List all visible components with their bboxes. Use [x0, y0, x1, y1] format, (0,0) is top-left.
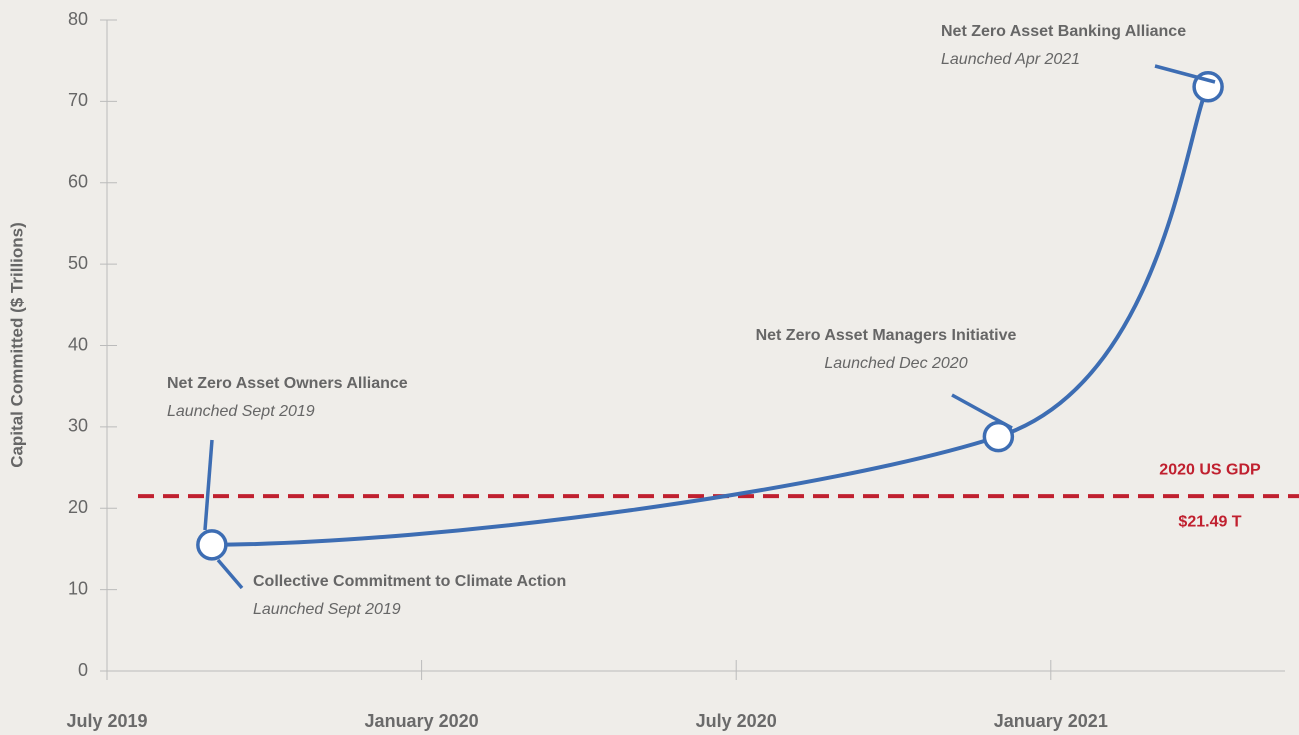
annotation-subtitle: Launched Apr 2021: [941, 51, 1080, 68]
line: [211, 85, 1210, 547]
point: [982, 420, 1015, 453]
y-tick-label: 10: [68, 578, 88, 598]
y-axis-label: Capital Committed ($ Trillions): [7, 222, 26, 468]
point: [196, 529, 228, 561]
annotation-title: Net Zero Asset Managers Initiative: [756, 327, 1017, 344]
reference-value-label: $21.49 T: [1178, 513, 1241, 530]
reference-label: 2020 US GDP: [1159, 461, 1261, 478]
annotation-connector: [203, 439, 214, 531]
y-tick-label: 20: [68, 497, 88, 517]
y-tick-label: 70: [68, 90, 88, 110]
annotation-connector: [951, 393, 1013, 430]
annotation-connector: [216, 558, 244, 590]
annotation-title: Collective Commitment to Climate Action: [253, 573, 566, 590]
annotation-subtitle: Launched Sept 2019: [167, 403, 315, 420]
annotation-title: Net Zero Asset Banking Alliance: [941, 23, 1186, 40]
x-tick-label: July 2019: [66, 711, 147, 731]
y-tick-label: 30: [68, 416, 88, 436]
x-tick-label: January 2021: [994, 711, 1108, 731]
y-tick-label: 0: [78, 660, 88, 680]
annotation-connector: [1154, 64, 1216, 84]
y-tick-label: 50: [68, 253, 88, 273]
y-tick-label: 40: [68, 334, 88, 354]
y-tick-label: 60: [68, 172, 88, 192]
annotation-subtitle: Launched Dec 2020: [824, 355, 967, 372]
x-tick-label: July 2020: [696, 711, 777, 731]
x-tick-label: January 2020: [365, 711, 479, 731]
y-tick-label: 80: [68, 9, 88, 29]
annotation-title: Net Zero Asset Owners Alliance: [167, 375, 408, 392]
annotation-subtitle: Launched Sept 2019: [253, 601, 401, 618]
